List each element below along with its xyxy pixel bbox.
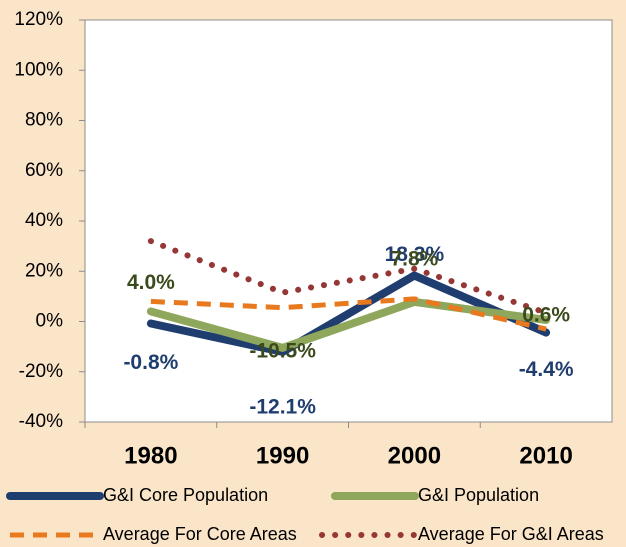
x-tick-label: 1980 <box>124 442 177 469</box>
legend-label: G&I Population <box>418 485 539 505</box>
data-label: 0.6% <box>522 304 570 327</box>
data-label: -0.8% <box>123 351 178 374</box>
legend-label: Average For G&I Areas <box>418 524 604 544</box>
data-label: 4.0% <box>127 271 175 294</box>
y-tick-label: -40% <box>19 411 63 432</box>
y-tick-label: 120% <box>14 9 63 30</box>
y-tick-label: 80% <box>25 110 63 131</box>
data-label: -10.5% <box>249 339 316 362</box>
y-tick-label: 100% <box>14 59 63 80</box>
legend-label: G&I Core Population <box>103 485 268 505</box>
y-tick-label: 0% <box>36 311 64 332</box>
x-tick-label: 1990 <box>256 442 309 469</box>
legend-label: Average For Core Areas <box>103 524 297 544</box>
series-line <box>147 238 550 316</box>
y-tick-label: 40% <box>25 210 63 231</box>
series-line <box>146 271 551 356</box>
series-line <box>150 296 547 332</box>
data-label: 18.3% <box>385 243 445 266</box>
x-tick-label: 2010 <box>519 442 572 469</box>
y-tick-label: -20% <box>19 361 63 382</box>
data-label: -12.1% <box>249 395 316 418</box>
x-tick-label: 2000 <box>388 442 441 469</box>
series-line <box>146 297 551 352</box>
data-label: -4.4% <box>519 358 574 381</box>
plot-area <box>84 19 613 423</box>
y-tick-label: 20% <box>25 260 63 281</box>
data-label: 7.8% <box>390 247 438 270</box>
y-tick-label: 60% <box>25 160 63 181</box>
